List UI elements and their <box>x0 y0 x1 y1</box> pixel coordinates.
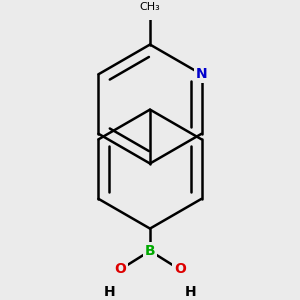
Text: O: O <box>114 262 126 277</box>
Text: O: O <box>174 262 186 277</box>
Text: CH₃: CH₃ <box>140 2 160 12</box>
Text: H: H <box>103 285 115 299</box>
Text: B: B <box>145 244 155 258</box>
Text: N: N <box>196 67 207 81</box>
Text: H: H <box>185 285 197 299</box>
